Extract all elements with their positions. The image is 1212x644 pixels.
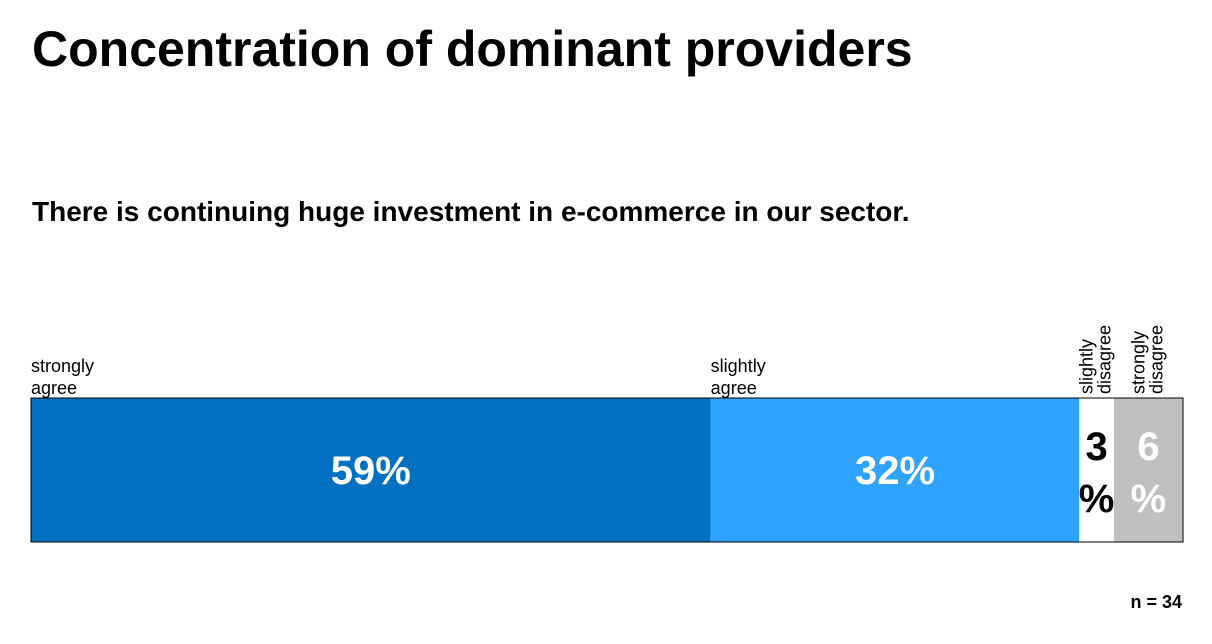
- bar-segment-strongly-agree: [31, 398, 711, 542]
- data-label-slightly-agree: 32%: [855, 449, 935, 493]
- stacked-bar-chart: strongly agree slightly agree slightlydisagr…: [30, 325, 1184, 543]
- sample-size: n = 34: [1130, 592, 1182, 612]
- bar-segment-strongly-disagree: [1113, 398, 1183, 542]
- chart-question: There is continuing huge investment in e…: [32, 196, 910, 227]
- category-label-slightly-disagree: slightlydisagree: [1077, 325, 1115, 394]
- data-label-strongly-agree: 59%: [331, 449, 411, 493]
- bar-segment-slightly-agree: [710, 398, 1080, 542]
- data-label-slightly-disagree: 3%: [1079, 425, 1115, 521]
- data-label-strongly-disagree: 6%: [1131, 425, 1167, 521]
- category-label-strongly-agree: strongly agree: [31, 356, 94, 398]
- bar-segment-slightly-disagree: [1079, 398, 1114, 542]
- category-label-slightly-agree: slightly agree: [711, 356, 766, 398]
- bar-frame: [30, 397, 1184, 543]
- page-title: Concentration of dominant providers: [32, 21, 913, 77]
- category-label-strongly-disagree: stronglydisagree: [1128, 325, 1166, 394]
